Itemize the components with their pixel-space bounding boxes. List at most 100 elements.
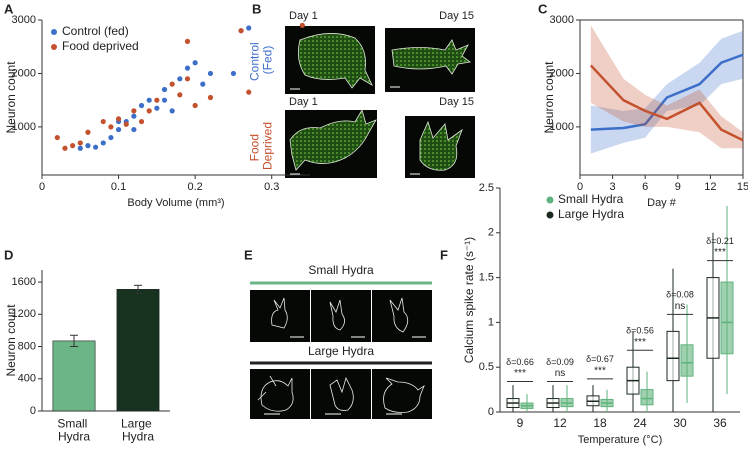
effect-size: δ=0.67 — [586, 354, 614, 364]
scatter-point — [207, 70, 214, 77]
x-tick-label: 0.3 — [264, 181, 279, 193]
hydra — [383, 377, 425, 413]
box — [720, 281, 734, 355]
scatter-point — [108, 134, 114, 141]
x-tick-label: 0.1 — [111, 181, 126, 193]
hydra — [289, 108, 377, 171]
day-label: Day 1 — [289, 10, 318, 22]
error-band — [590, 30, 743, 154]
scatter-point — [184, 38, 191, 44]
scatter-point — [154, 105, 160, 111]
y-tick-label: 1000 — [550, 121, 574, 133]
effect-size: δ=0.66 — [506, 357, 534, 367]
legend-marker — [546, 196, 554, 204]
significance: *** — [514, 368, 526, 379]
scatter-point — [169, 108, 175, 114]
scatter-point — [154, 97, 160, 103]
scatter-point — [207, 94, 214, 101]
x-tick-label: 3 — [610, 181, 616, 193]
significance: ns — [555, 368, 566, 379]
y-tick-label: 1000 — [12, 121, 36, 133]
micrograph — [250, 290, 310, 342]
scatter-point — [131, 113, 137, 119]
hydra — [271, 297, 288, 329]
hydra — [257, 375, 294, 412]
mean-line — [590, 53, 744, 131]
legend-marker — [51, 29, 57, 35]
hydra — [329, 376, 354, 411]
scatter-point — [146, 108, 152, 114]
scatter-point — [138, 118, 145, 125]
scatter-point — [70, 143, 76, 149]
significance: ns — [675, 301, 686, 312]
micrograph — [311, 369, 371, 419]
scatter-point — [146, 97, 152, 103]
day-label: Day 1 — [289, 96, 318, 108]
hydra — [419, 120, 463, 171]
group-label: Large Hydra — [308, 344, 374, 358]
y-tick-label: 1 — [488, 316, 494, 328]
scatter-point — [238, 28, 244, 34]
hydra — [391, 39, 471, 75]
y-axis-label: Neuron count — [4, 304, 18, 377]
y-tick-label: 1.5 — [479, 272, 494, 284]
panel-label: F — [440, 247, 448, 262]
y-axis-label: Neuron count — [4, 61, 18, 134]
scatter-point — [161, 97, 168, 103]
y-tick-label: 3000 — [550, 14, 574, 26]
hydra — [297, 33, 373, 89]
scatter-point — [246, 25, 252, 31]
scatter-point — [192, 102, 198, 109]
row-label: Control (Fed) — [248, 39, 275, 81]
box — [680, 344, 694, 377]
panel-label: B — [252, 1, 261, 16]
x-tick-label: 36 — [713, 416, 727, 430]
x-tick-label: 18 — [593, 416, 607, 430]
significance: *** — [714, 247, 726, 258]
legend-marker — [546, 211, 554, 219]
scatter-point — [108, 124, 114, 130]
y-axis-label: Neuron count — [542, 61, 556, 134]
x-tick-label: 24 — [633, 416, 647, 430]
y-tick-label: 1200 — [12, 308, 36, 320]
x-tick-label: 12 — [553, 416, 567, 430]
x-axis-label: Day # — [647, 197, 677, 209]
scatter-point — [131, 108, 137, 114]
scatter-point — [184, 76, 191, 82]
micrograph — [311, 290, 371, 342]
y-tick-label: 0 — [488, 406, 494, 418]
y-tick-label: 800 — [18, 340, 36, 352]
bar — [116, 289, 160, 412]
x-tick-label: 0 — [39, 181, 45, 193]
scatter-point — [85, 129, 91, 135]
significance: *** — [634, 337, 646, 348]
hydra — [329, 299, 345, 331]
scatter-point — [123, 121, 129, 127]
y-tick-label: 400 — [18, 373, 36, 385]
micrograph — [372, 369, 432, 419]
scatter-point — [131, 126, 137, 133]
x-tick-label: 9 — [675, 181, 681, 193]
mean-line — [589, 64, 744, 142]
effect-size: δ=0.56 — [626, 326, 654, 336]
scatter-point — [54, 134, 60, 141]
x-tick-label: 9 — [517, 416, 524, 430]
legend-label: Large Hydra — [558, 207, 624, 221]
scatter-point — [169, 81, 175, 87]
y-axis-label: Calcium spike rate (s⁻¹) — [462, 237, 476, 363]
significance: *** — [594, 366, 606, 377]
scatter-point — [100, 118, 106, 125]
scatter-point — [115, 116, 122, 122]
scatter-point — [62, 145, 68, 151]
box — [640, 389, 654, 406]
scatter-point — [138, 102, 145, 109]
day-label: Day 15 — [439, 10, 474, 22]
scatter-point — [246, 89, 252, 95]
legend-label: Small Hydra — [558, 192, 624, 206]
x-axis-label: Temperature (°C) — [578, 434, 662, 446]
scatter-point — [192, 60, 198, 66]
y-tick-label: 2000 — [12, 67, 36, 79]
scatter-point — [177, 92, 183, 98]
y-tick-label: 1600 — [12, 276, 36, 288]
